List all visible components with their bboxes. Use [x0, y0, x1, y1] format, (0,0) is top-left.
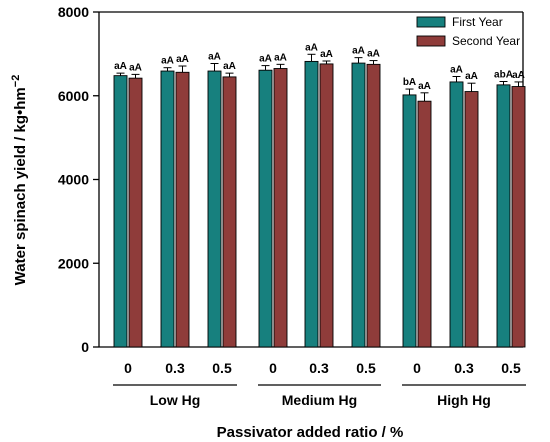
y-axis: 0 2000 4000 6000 8000: [58, 4, 524, 355]
x-tick-label: 0.5: [212, 360, 232, 376]
bar: [417, 100, 432, 348]
y-tick-label: 8000: [58, 4, 89, 20]
bar: [273, 68, 288, 348]
x-tick-label: 0.3: [309, 360, 329, 376]
significance-label: aA: [450, 64, 463, 75]
bar: [464, 91, 479, 348]
group-label: Low Hg: [150, 392, 201, 408]
group-label: High Hg: [437, 392, 491, 408]
significance-label: aA: [352, 46, 365, 57]
significance-label: aA: [512, 70, 525, 81]
x-tick-label: 0.5: [356, 360, 376, 376]
significance-label: aA: [223, 61, 236, 72]
significance-label: aA: [161, 56, 174, 67]
significance-label: aA: [320, 49, 333, 60]
significance-label: aA: [305, 42, 318, 53]
significance-label: aA: [129, 62, 142, 73]
bar: [304, 60, 319, 348]
error-bars: [116, 53, 523, 102]
significance-label: aA: [176, 54, 189, 65]
x-tick-label: 0: [269, 360, 277, 376]
group-label: Medium Hg: [282, 392, 357, 408]
bar: [319, 63, 334, 348]
x-tick-label: 0.5: [501, 360, 521, 376]
legend-label: Second Year: [452, 34, 520, 48]
bar: [175, 71, 190, 348]
bar: [207, 70, 222, 348]
bar: [113, 75, 128, 348]
y-tick-label: 6000: [58, 88, 89, 104]
significance-label: aA: [465, 71, 478, 82]
x-tick-label: 0: [124, 360, 132, 376]
significance-label: aA: [259, 54, 272, 65]
legend-swatch: [416, 16, 446, 28]
bar: [511, 86, 526, 348]
x-tick-label: 0: [413, 360, 421, 376]
x-tick-label: 0.3: [165, 360, 185, 376]
significance-label: aA: [208, 52, 221, 63]
x-axis: 0 0.3 0.5 0 0.3 0.5 0 0.3 0.5: [99, 346, 523, 376]
significance-label: aA: [418, 81, 431, 92]
bar: [160, 70, 175, 348]
bar: [222, 76, 237, 348]
group-labels: Low Hg Medium Hg High Hg: [113, 384, 526, 408]
significance-label: aA: [367, 49, 380, 60]
legend-swatch: [416, 35, 446, 47]
significance-label: aA: [274, 52, 287, 63]
bar: [351, 62, 366, 348]
bar: [496, 84, 511, 348]
bar: [449, 81, 464, 348]
y-tick-label: 0: [81, 339, 89, 355]
y-tick-label: 2000: [58, 255, 89, 271]
bar: [258, 69, 273, 348]
x-axis-title: Passivator added ratio / %: [217, 424, 404, 441]
significance-label: abA: [494, 70, 513, 81]
bar: [128, 77, 143, 348]
bar: [402, 94, 417, 348]
significance-label: aA: [114, 61, 127, 72]
legend-label: First Year: [452, 15, 503, 29]
bar: [366, 63, 381, 348]
significance-label: bA: [403, 77, 416, 88]
y-tick-label: 4000: [58, 172, 89, 188]
bar-marks: [113, 60, 526, 348]
y-axis-title: Water spinach yield / kg•hm−2: [10, 75, 29, 286]
x-tick-label: 0.3: [454, 360, 474, 376]
legend: First Year Second Year: [416, 15, 520, 48]
